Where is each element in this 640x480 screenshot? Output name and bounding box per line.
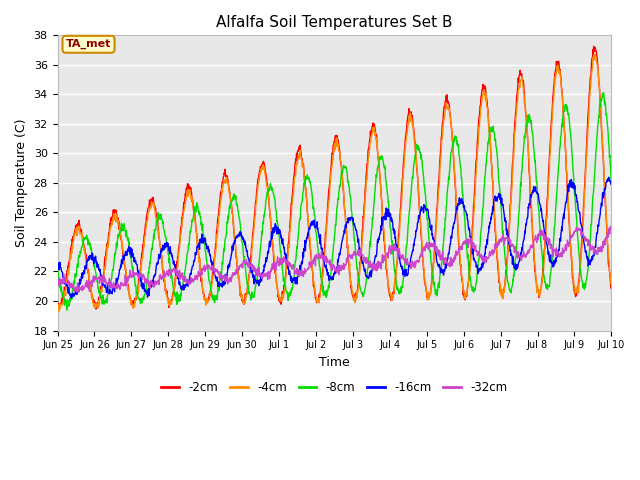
-8cm [600, 90, 607, 96]
-32cm [164, 271, 172, 277]
-32cm [54, 283, 61, 289]
-32cm [542, 235, 550, 241]
Text: TA_met: TA_met [66, 39, 111, 49]
-32cm [239, 259, 247, 265]
-8cm [63, 307, 70, 313]
-4cm [239, 299, 247, 305]
-8cm [177, 293, 185, 299]
-16cm [68, 295, 76, 301]
-2cm [92, 306, 99, 312]
-8cm [542, 285, 550, 291]
-4cm [54, 300, 61, 306]
-16cm [164, 243, 172, 249]
Y-axis label: Soil Temperature (C): Soil Temperature (C) [15, 119, 28, 247]
-32cm [607, 224, 615, 230]
-2cm [239, 299, 247, 305]
-32cm [421, 247, 429, 252]
-16cm [54, 262, 61, 267]
-32cm [493, 245, 501, 251]
-8cm [54, 272, 61, 278]
Line: -32cm: -32cm [58, 227, 611, 292]
X-axis label: Time: Time [319, 356, 350, 369]
-2cm [493, 256, 501, 262]
-8cm [239, 247, 247, 253]
-2cm [421, 281, 429, 287]
-32cm [74, 289, 82, 295]
-4cm [177, 231, 185, 237]
-16cm [239, 237, 247, 242]
-2cm [164, 294, 172, 300]
Line: -8cm: -8cm [58, 93, 611, 310]
-16cm [605, 174, 612, 180]
-32cm [607, 227, 615, 232]
Line: -4cm: -4cm [58, 54, 611, 312]
-2cm [590, 44, 598, 49]
Legend: -2cm, -4cm, -8cm, -16cm, -32cm: -2cm, -4cm, -8cm, -16cm, -32cm [157, 376, 513, 398]
-4cm [542, 229, 550, 235]
-2cm [542, 218, 550, 224]
Line: -2cm: -2cm [58, 47, 611, 309]
-16cm [542, 235, 550, 240]
-16cm [421, 203, 429, 208]
-4cm [164, 298, 172, 303]
-16cm [493, 198, 501, 204]
-4cm [607, 281, 615, 287]
Title: Alfalfa Soil Temperatures Set B: Alfalfa Soil Temperatures Set B [216, 15, 452, 30]
-2cm [607, 286, 615, 292]
-8cm [607, 179, 615, 184]
-8cm [421, 184, 429, 190]
-2cm [54, 299, 61, 304]
-4cm [55, 309, 63, 314]
-8cm [493, 153, 501, 158]
-16cm [607, 181, 615, 187]
-2cm [177, 223, 185, 229]
-16cm [177, 286, 185, 291]
Line: -16cm: -16cm [58, 177, 611, 298]
-32cm [177, 272, 185, 277]
-4cm [421, 273, 429, 279]
-8cm [164, 248, 172, 253]
-4cm [493, 253, 501, 259]
-4cm [591, 51, 599, 57]
